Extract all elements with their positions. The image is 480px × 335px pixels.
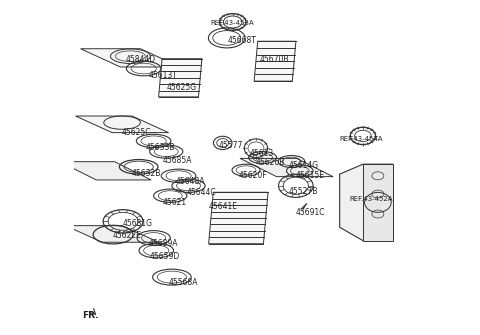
Polygon shape [158, 59, 202, 97]
Text: 45691C: 45691C [296, 208, 325, 217]
Polygon shape [66, 226, 158, 242]
Text: 45615E: 45615E [296, 172, 325, 181]
Polygon shape [240, 158, 333, 177]
Text: 45648A: 45648A [175, 178, 204, 187]
Polygon shape [60, 162, 151, 180]
Text: FR.: FR. [82, 311, 99, 320]
Text: 45613: 45613 [249, 149, 274, 158]
Text: 45620F: 45620F [239, 171, 267, 180]
Text: 45668T: 45668T [228, 36, 256, 45]
Text: REF.43-454A: REF.43-454A [339, 136, 383, 142]
Text: 45527B: 45527B [288, 188, 318, 196]
Polygon shape [75, 116, 168, 133]
Text: 45622E: 45622E [113, 230, 142, 240]
Polygon shape [81, 49, 180, 67]
Text: 45641E: 45641E [208, 202, 238, 211]
Polygon shape [363, 164, 393, 241]
Text: 45844D: 45844D [125, 55, 156, 64]
Text: 45614G: 45614G [288, 161, 318, 170]
Text: 45613T: 45613T [149, 71, 178, 80]
Text: 45644C: 45644C [186, 188, 216, 197]
Text: 45621: 45621 [163, 198, 187, 207]
Text: 45625C: 45625C [122, 128, 152, 137]
Text: 45681G: 45681G [123, 219, 153, 228]
Polygon shape [340, 164, 393, 241]
Text: 45626B: 45626B [256, 157, 285, 166]
Text: 45568A: 45568A [168, 278, 198, 287]
Text: 45670B: 45670B [259, 55, 289, 64]
Text: REF.43-452A: REF.43-452A [349, 196, 393, 202]
Text: 45633B: 45633B [145, 143, 175, 151]
Text: 45689A: 45689A [149, 239, 178, 248]
Text: 45577: 45577 [218, 141, 243, 150]
Text: 45685A: 45685A [163, 156, 192, 165]
Text: REF.43-453A: REF.43-453A [210, 20, 253, 26]
Text: 45632B: 45632B [132, 169, 161, 178]
Polygon shape [209, 192, 268, 244]
Polygon shape [254, 41, 296, 81]
Text: 45659D: 45659D [150, 252, 180, 261]
Text: 45625G: 45625G [166, 83, 196, 92]
